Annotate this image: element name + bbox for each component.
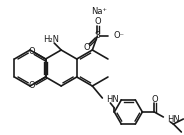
Text: HN: HN [167, 116, 180, 124]
Text: O: O [29, 80, 36, 90]
Text: O: O [83, 43, 90, 51]
Text: O⁻: O⁻ [113, 31, 124, 40]
Text: O: O [29, 46, 36, 55]
Text: HN: HN [106, 95, 119, 104]
Text: H₂N: H₂N [43, 36, 59, 45]
Text: O: O [94, 18, 101, 26]
Text: O: O [151, 94, 158, 104]
Text: S: S [94, 31, 100, 40]
Text: Na⁺: Na⁺ [91, 8, 107, 16]
